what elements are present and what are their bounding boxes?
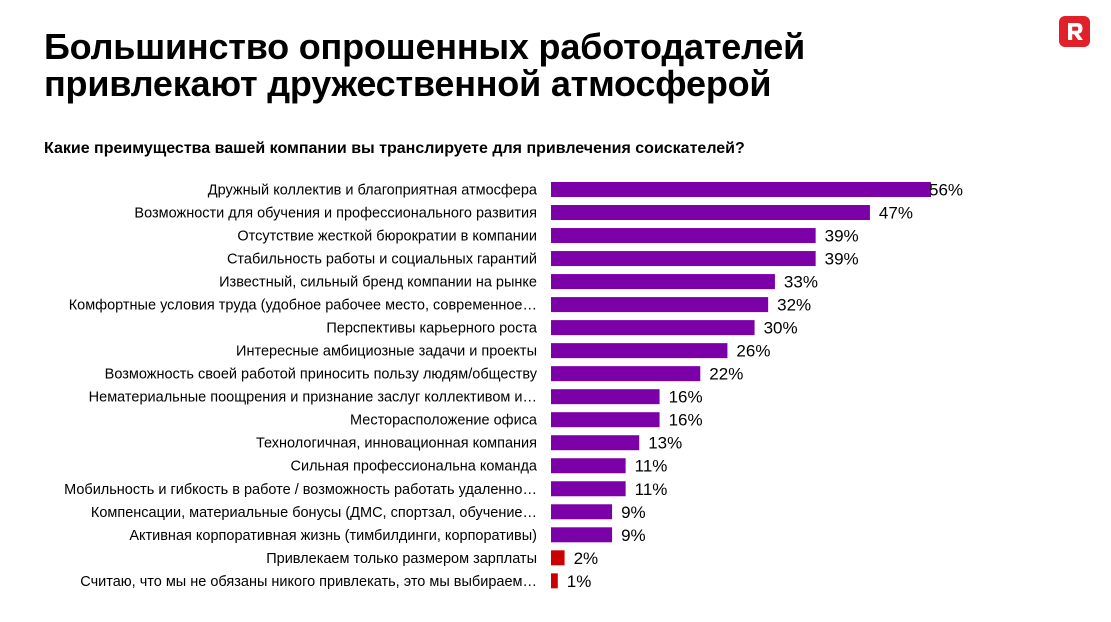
bar <box>551 182 931 197</box>
bar <box>551 297 769 313</box>
category-label: Возможности для обучения и профессиональ… <box>134 206 537 222</box>
bar <box>551 504 613 520</box>
bar <box>551 573 558 589</box>
r-logo-icon <box>1059 16 1090 47</box>
bar <box>551 366 701 382</box>
bar <box>551 228 816 244</box>
bar <box>551 435 640 451</box>
value-label: 47% <box>879 204 913 223</box>
category-label: Перспективы карьерного роста <box>326 321 538 337</box>
category-label: Привлекаем только размером зарплаты <box>266 551 537 567</box>
chart-question: Какие преимущества вашей компании вы тра… <box>44 140 745 157</box>
value-label: 22% <box>709 365 743 384</box>
bar <box>551 251 816 267</box>
value-label: 16% <box>669 388 703 407</box>
bar <box>551 274 775 290</box>
category-label: Дружный коллектив и благоприятная атмосф… <box>208 183 538 199</box>
bar <box>551 550 565 566</box>
category-label: Активная корпоративная жизнь (тимбилдинг… <box>129 528 537 544</box>
value-label: 26% <box>736 342 770 361</box>
value-label: 30% <box>764 319 798 338</box>
bar <box>551 320 755 336</box>
bar <box>551 412 660 428</box>
bar <box>551 458 626 474</box>
value-label: 1% <box>567 572 592 591</box>
category-label: Возможность своей работой приносить поль… <box>105 367 538 383</box>
category-label: Стабильность работы и социальных гаранти… <box>227 252 537 268</box>
category-label: Месторасположение офиса <box>350 413 538 429</box>
bar <box>551 389 660 405</box>
value-label: 9% <box>621 526 646 545</box>
value-label: 32% <box>777 296 811 315</box>
category-label: Отсутствие жесткой бюрократии в компании <box>237 229 537 245</box>
category-label: Компенсации, материальные бонусы (ДМС, с… <box>91 505 537 521</box>
category-label: Интересные амбициозные задачи и проекты <box>236 344 537 360</box>
value-label: 39% <box>825 250 859 269</box>
category-label: Считаю, что мы не обязаны никого привлек… <box>80 574 537 590</box>
category-label: Известный, сильный бренд компании на рын… <box>219 275 537 291</box>
slide-title-line-1: Большинство опрошенных работодателей <box>44 26 806 67</box>
bar <box>551 527 613 543</box>
category-label: Сильная профессиональна команда <box>291 459 538 475</box>
value-label: 11% <box>635 480 668 499</box>
bar <box>551 205 870 221</box>
value-label: 2% <box>574 549 599 568</box>
value-label: 56% <box>929 181 963 200</box>
slide-title-line-2: привлекают дружественной атмосферой <box>44 63 772 104</box>
bar <box>551 481 626 497</box>
value-label: 33% <box>784 273 818 292</box>
value-label: 39% <box>825 227 859 246</box>
value-label: 11% <box>635 457 668 476</box>
slide-title: Большинство опрошенных работодателей при… <box>44 28 1004 102</box>
bar <box>551 343 728 359</box>
category-label: Мобильность и гибкость в работе / возмож… <box>64 482 537 498</box>
value-label: 13% <box>648 434 682 453</box>
value-label: 9% <box>621 503 646 522</box>
category-label: Технологичная, инновационная компания <box>256 436 537 452</box>
category-label: Комфортные условия труда (удобное рабоче… <box>69 298 537 314</box>
category-label: Нематериальные поощрения и признание зас… <box>89 390 537 406</box>
value-label: 16% <box>669 411 703 430</box>
